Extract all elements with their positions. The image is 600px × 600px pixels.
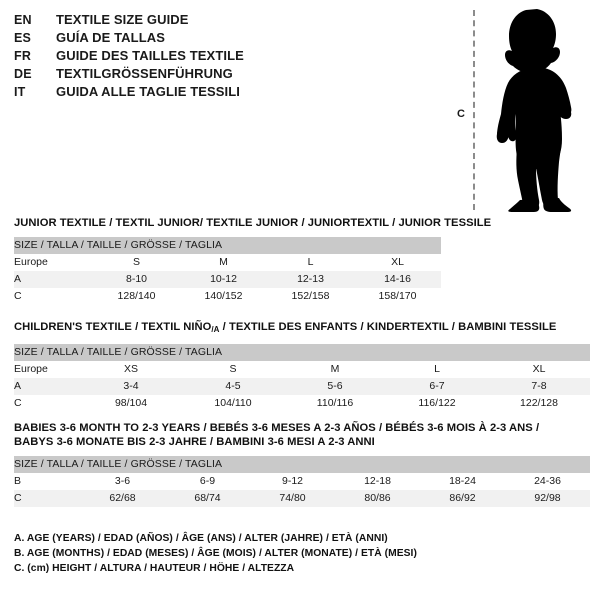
table-cell: 98/104 bbox=[80, 395, 182, 412]
section-title-babies-line2: BABYS 3-6 MONATE BIS 2-3 JAHRE / BAMBINI… bbox=[14, 436, 375, 448]
row-label: C bbox=[14, 490, 80, 507]
language-title: TEXTILE SIZE GUIDE bbox=[56, 12, 189, 27]
section-title-junior: JUNIOR TEXTILE / TEXTIL JUNIOR/ TEXTILE … bbox=[14, 217, 492, 229]
table-band-label: SIZE / TALLA / TAILLE / GRÖSSE / TAGLIA bbox=[14, 237, 441, 254]
table-cell: 8-10 bbox=[93, 271, 180, 288]
table-cell: L bbox=[267, 254, 354, 271]
table-cell: M bbox=[180, 254, 267, 271]
table-cell: XS bbox=[80, 361, 182, 378]
language-row-es: ES GUÍA DE TALLAS bbox=[14, 29, 434, 47]
language-row-de: DE TEXTILGRÖSSENFÜHRUNG bbox=[14, 65, 434, 83]
language-code: DE bbox=[14, 67, 32, 81]
table-cell: 128/140 bbox=[93, 288, 180, 305]
table-row: C 98/104 104/110 110/116 116/122 122/128 bbox=[14, 395, 590, 412]
table-cell: 12-13 bbox=[267, 271, 354, 288]
language-title: TEXTILGRÖSSENFÜHRUNG bbox=[56, 66, 233, 81]
table-cell: 140/152 bbox=[180, 288, 267, 305]
table-cell: 3-4 bbox=[80, 378, 182, 395]
table-cell: 152/158 bbox=[267, 288, 354, 305]
language-title: GUÍA DE TALLAS bbox=[56, 30, 166, 45]
child-silhouette-icon bbox=[496, 9, 572, 212]
table-row: Europe S M L XL bbox=[14, 254, 441, 271]
table-band-label: SIZE / TALLA / TAILLE / GRÖSSE / TAGLIA bbox=[14, 456, 590, 473]
row-label: B bbox=[14, 473, 80, 490]
table-cell: 74/80 bbox=[250, 490, 335, 507]
row-label: A bbox=[14, 378, 80, 395]
section-children-textile: CHILDREN'S TEXTILE / TEXTIL NIÑO/A / TEX… bbox=[14, 320, 590, 412]
language-code: FR bbox=[14, 49, 32, 63]
section-title-children-sub: /A bbox=[211, 325, 220, 334]
table-cell: 18-24 bbox=[420, 473, 505, 490]
table-cell: 86/92 bbox=[420, 490, 505, 507]
language-row-it: IT GUIDA ALLE TAGLIE TESSILI bbox=[14, 83, 434, 101]
table-cell: 24-36 bbox=[505, 473, 590, 490]
table-row: C 62/68 68/74 74/80 80/86 86/92 92/98 bbox=[14, 490, 590, 507]
table-row: C 128/140 140/152 152/158 158/170 bbox=[14, 288, 441, 305]
table-cell: 6-9 bbox=[165, 473, 250, 490]
measurement-legend: A. AGE (YEARS) / EDAD (AÑOS) / ÂGE (ANS)… bbox=[14, 531, 534, 576]
table-cell: 80/86 bbox=[335, 490, 420, 507]
legend-line-b: B. AGE (MONTHS) / EDAD (MESES) / ÂGE (MO… bbox=[14, 548, 417, 559]
babies-size-table: SIZE / TALLA / TAILLE / GRÖSSE / TAGLIA … bbox=[14, 456, 590, 507]
table-row: Europe XS S M L XL bbox=[14, 361, 590, 378]
children-size-table: SIZE / TALLA / TAILLE / GRÖSSE / TAGLIA … bbox=[14, 344, 590, 412]
table-cell: 110/116 bbox=[284, 395, 386, 412]
row-label: C bbox=[14, 395, 80, 412]
section-title-children-post: / TEXTILE DES ENFANTS / KINDERTEXTIL / B… bbox=[219, 321, 557, 333]
table-cell: 92/98 bbox=[505, 490, 590, 507]
legend-line-a: A. AGE (YEARS) / EDAD (AÑOS) / ÂGE (ANS)… bbox=[14, 533, 388, 544]
table-cell: S bbox=[182, 361, 284, 378]
language-row-en: EN TEXTILE SIZE GUIDE bbox=[14, 11, 434, 29]
table-cell: 10-12 bbox=[180, 271, 267, 288]
height-illustration: C bbox=[440, 4, 600, 216]
language-title: GUIDE DES TAILLES TEXTILE bbox=[56, 48, 244, 63]
table-cell: 14-16 bbox=[354, 271, 441, 288]
section-junior-textile: JUNIOR TEXTILE / TEXTIL JUNIOR/ TEXTILE … bbox=[14, 216, 491, 305]
table-cell: 68/74 bbox=[165, 490, 250, 507]
table-cell: 3-6 bbox=[80, 473, 165, 490]
language-code: IT bbox=[14, 85, 26, 99]
table-cell: 4-5 bbox=[182, 378, 284, 395]
table-cell: 6-7 bbox=[386, 378, 488, 395]
row-label: C bbox=[14, 288, 93, 305]
language-title-list: EN TEXTILE SIZE GUIDE ES GUÍA DE TALLAS … bbox=[14, 11, 434, 101]
table-cell: 104/110 bbox=[182, 395, 284, 412]
table-cell: 158/170 bbox=[354, 288, 441, 305]
table-cell: L bbox=[386, 361, 488, 378]
table-band-row: SIZE / TALLA / TAILLE / GRÖSSE / TAGLIA bbox=[14, 344, 590, 361]
table-cell: 12-18 bbox=[335, 473, 420, 490]
row-label: A bbox=[14, 271, 93, 288]
table-cell: 122/128 bbox=[488, 395, 590, 412]
language-code: EN bbox=[14, 13, 32, 27]
language-row-fr: FR GUIDE DES TAILLES TEXTILE bbox=[14, 47, 434, 65]
table-cell: XL bbox=[488, 361, 590, 378]
junior-size-table: SIZE / TALLA / TAILLE / GRÖSSE / TAGLIA … bbox=[14, 237, 441, 305]
table-cell: 116/122 bbox=[386, 395, 488, 412]
table-cell: 7-8 bbox=[488, 378, 590, 395]
table-cell: XL bbox=[354, 254, 441, 271]
section-babies-textile: BABIES 3-6 MONTH TO 2-3 YEARS / BEBÉS 3-… bbox=[14, 421, 590, 507]
table-row: A 3-4 4-5 5-6 6-7 7-8 bbox=[14, 378, 590, 395]
table-cell: S bbox=[93, 254, 180, 271]
table-band-row: SIZE / TALLA / TAILLE / GRÖSSE / TAGLIA bbox=[14, 456, 590, 473]
height-dashed-guide-line bbox=[473, 10, 475, 210]
section-title-babies-line1: BABIES 3-6 MONTH TO 2-3 YEARS / BEBÉS 3-… bbox=[14, 422, 540, 434]
section-title-children: CHILDREN'S TEXTILE / TEXTIL NIÑO/A / TEX… bbox=[14, 320, 590, 337]
language-code: ES bbox=[14, 31, 32, 45]
table-row: B 3-6 6-9 9-12 12-18 18-24 24-36 bbox=[14, 473, 590, 490]
table-band-label: SIZE / TALLA / TAILLE / GRÖSSE / TAGLIA bbox=[14, 344, 590, 361]
table-cell: 5-6 bbox=[284, 378, 386, 395]
language-title: GUIDA ALLE TAGLIE TESSILI bbox=[56, 84, 241, 99]
table-cell: 9-12 bbox=[250, 473, 335, 490]
table-cell: 62/68 bbox=[80, 490, 165, 507]
table-row: A 8-10 10-12 12-13 14-16 bbox=[14, 271, 441, 288]
row-label: Europe bbox=[14, 361, 80, 378]
height-measure-label: C bbox=[457, 108, 465, 120]
table-band-row: SIZE / TALLA / TAILLE / GRÖSSE / TAGLIA bbox=[14, 237, 441, 254]
legend-line-c: C. (cm) HEIGHT / ALTURA / HAUTEUR / HÖHE… bbox=[14, 563, 295, 574]
table-cell: M bbox=[284, 361, 386, 378]
row-label: Europe bbox=[14, 254, 93, 271]
section-title-children-pre: CHILDREN'S TEXTILE / TEXTIL NIÑO bbox=[14, 321, 212, 333]
